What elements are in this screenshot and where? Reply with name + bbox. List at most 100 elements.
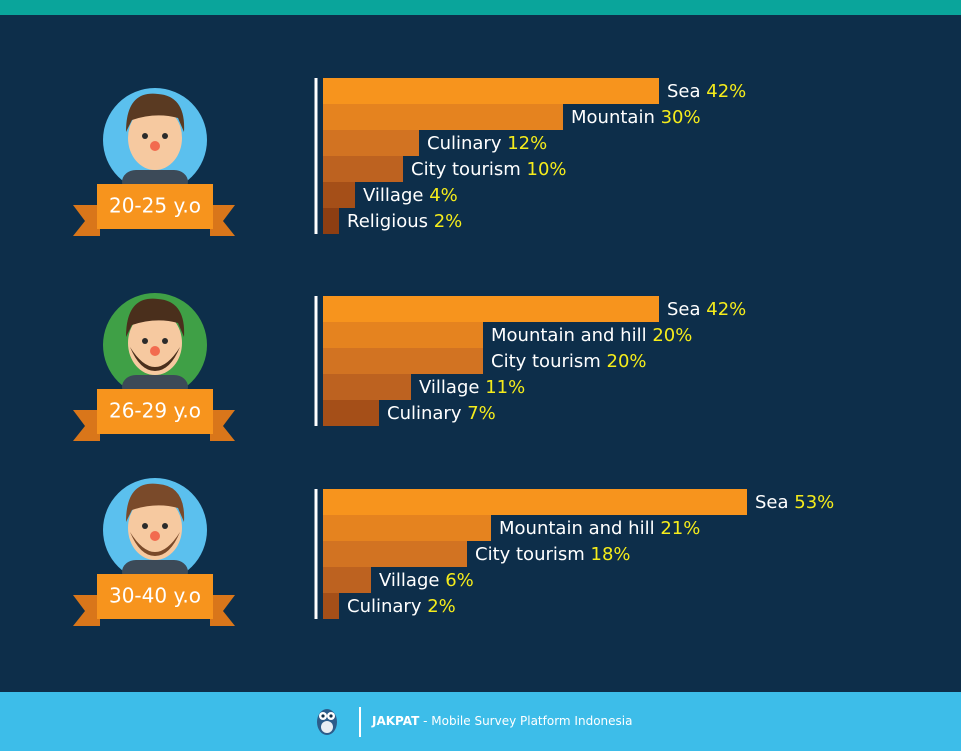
avatar-head — [128, 106, 182, 170]
value-label: 18% — [591, 544, 631, 565]
age-label: 30-40 y.o — [109, 584, 201, 608]
bar-label: Sea 42% — [667, 81, 746, 102]
footer-band — [0, 692, 961, 751]
bar — [323, 567, 371, 593]
value-label: 53% — [794, 492, 834, 513]
bar-label: City tourism 18% — [475, 544, 631, 565]
category-label: City tourism — [475, 544, 585, 565]
bar — [323, 104, 563, 130]
bar-label: Mountain 30% — [571, 107, 701, 128]
category-label: Sea — [667, 299, 701, 320]
avatar-eye — [142, 338, 148, 344]
category-label: Culinary — [427, 133, 502, 154]
bar-label: Culinary 2% — [347, 596, 456, 617]
value-label: 20% — [652, 325, 692, 346]
value-label: 30% — [661, 107, 701, 128]
category-label: Sea — [667, 81, 701, 102]
bar-label: City tourism 10% — [411, 159, 567, 180]
avatar-hair — [126, 93, 185, 132]
bar-label: Mountain and hill 21% — [499, 518, 700, 539]
bar-label: City tourism 20% — [491, 351, 647, 372]
value-label: 7% — [467, 403, 496, 424]
value-label: 12% — [507, 133, 547, 154]
bar — [323, 322, 483, 348]
bar — [323, 348, 483, 374]
bar — [323, 400, 379, 426]
bar — [323, 593, 339, 619]
ribbon-tail — [73, 410, 100, 441]
bar — [323, 374, 411, 400]
bar-label: Village 4% — [363, 185, 458, 206]
category-label: Mountain and hill — [499, 518, 655, 539]
bar — [323, 541, 467, 567]
owl-logo — [317, 709, 337, 735]
value-label: 4% — [429, 185, 458, 206]
value-label: 42% — [706, 299, 746, 320]
avatar-head — [128, 311, 182, 375]
brand: JAKPAT — [371, 714, 420, 728]
avatar-nose — [150, 141, 160, 151]
bar — [323, 489, 747, 515]
category-label: Village — [363, 185, 423, 206]
avatar-hair — [126, 483, 185, 522]
footer-text: JAKPAT - Mobile Survey Platform Indonesi… — [371, 714, 632, 728]
age-label: 26-29 y.o — [109, 399, 201, 423]
ribbon-tail — [73, 205, 100, 236]
ribbon-tail — [210, 410, 235, 441]
category-label: Mountain and hill — [491, 325, 647, 346]
category-label: Village — [419, 377, 479, 398]
value-label: 20% — [607, 351, 647, 372]
top-band — [0, 0, 961, 15]
category-label: City tourism — [411, 159, 521, 180]
bar — [323, 130, 419, 156]
avatar-eye — [162, 523, 168, 529]
category-label: Culinary — [387, 403, 462, 424]
bar — [323, 156, 403, 182]
bar-label: Mountain and hill 20% — [491, 325, 692, 346]
ribbon-tail — [210, 595, 235, 626]
avatar-nose — [150, 531, 160, 541]
bar-label: Sea 42% — [667, 299, 746, 320]
ribbon-tail — [73, 595, 100, 626]
avatar-eye — [162, 133, 168, 139]
bar-label: Religious 2% — [347, 211, 462, 232]
avatar-hair — [126, 298, 185, 337]
bar — [323, 208, 339, 234]
avatar-nose — [150, 346, 160, 356]
value-label: 21% — [660, 518, 700, 539]
bar-label: Village 6% — [379, 570, 474, 591]
ribbon — [97, 184, 213, 229]
bar-label: Culinary 12% — [427, 133, 547, 154]
age-label: 20-25 y.o — [109, 194, 201, 218]
value-label: 42% — [706, 81, 746, 102]
avatar-eye — [142, 523, 148, 529]
bar-label: Culinary 7% — [387, 403, 496, 424]
category-label: Religious — [347, 211, 428, 232]
bar — [323, 182, 355, 208]
category-label: Village — [379, 570, 439, 591]
bar-label: Village 11% — [419, 377, 525, 398]
value-label: 11% — [485, 377, 525, 398]
value-label: 2% — [434, 211, 463, 232]
category-label: Mountain — [571, 107, 655, 128]
category-label: Sea — [755, 492, 789, 513]
category-label: City tourism — [491, 351, 601, 372]
ribbon — [97, 574, 213, 619]
value-label: 6% — [445, 570, 474, 591]
ribbon — [97, 389, 213, 434]
avatar-beard — [130, 347, 180, 371]
avatar-eye — [142, 133, 148, 139]
tagline: - Mobile Survey Platform Indonesia — [423, 714, 632, 728]
avatar-head — [128, 496, 182, 560]
ribbon-tail — [210, 205, 235, 236]
bar-label: Sea 53% — [755, 492, 834, 513]
bar — [323, 515, 491, 541]
bar — [323, 78, 659, 104]
avatar-beard — [130, 532, 180, 556]
category-label: Culinary — [347, 596, 422, 617]
avatar-eye — [162, 338, 168, 344]
bar — [323, 296, 659, 322]
value-label: 2% — [427, 596, 456, 617]
value-label: 10% — [527, 159, 567, 180]
